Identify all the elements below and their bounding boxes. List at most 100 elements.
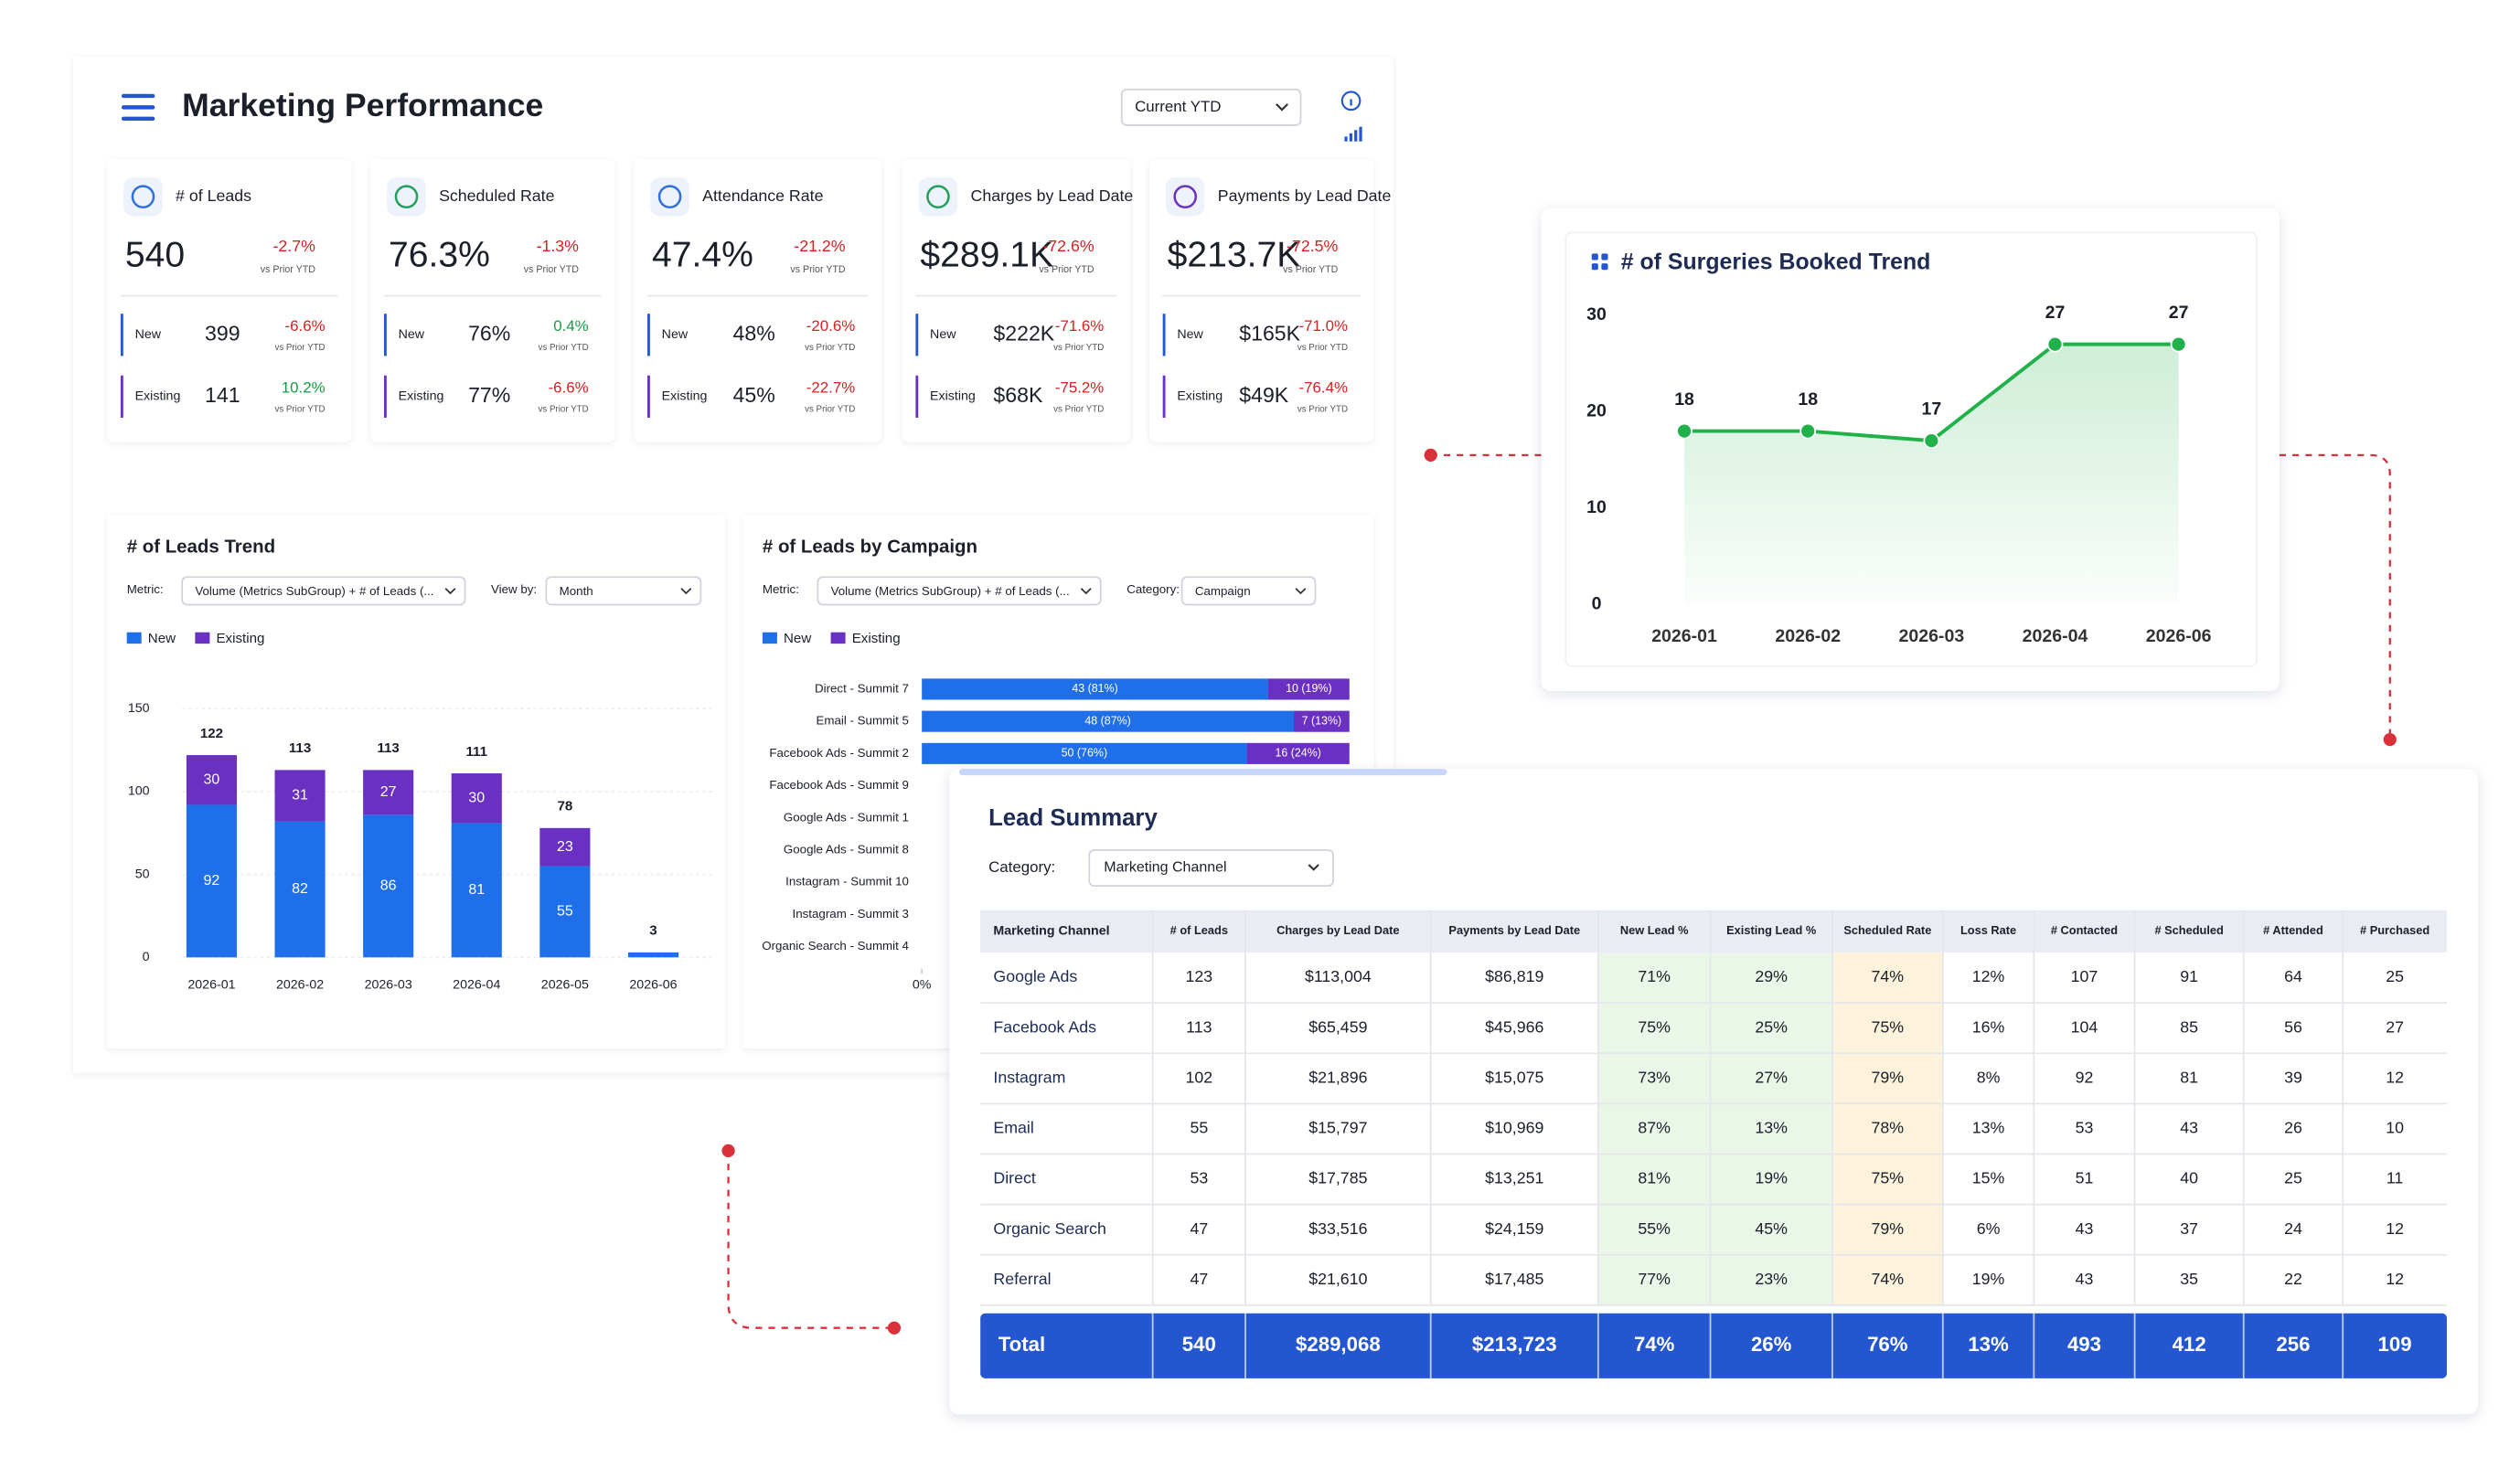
- total-label: 3: [649, 923, 657, 939]
- column-header: # of Leads: [1170, 923, 1228, 937]
- x-tick-label: 2026-02: [1775, 626, 1841, 646]
- control-dropdown[interactable]: [545, 576, 702, 606]
- table-cell: Instagram: [993, 1068, 1065, 1086]
- chart-title: # of Leads Trend: [127, 537, 275, 558]
- y-tick-label: 10: [1586, 497, 1607, 517]
- point: [2046, 335, 2064, 353]
- kpi-note: vs Prior YTD: [1283, 264, 1339, 275]
- area: [1684, 344, 2179, 605]
- table-cell: 29%: [1755, 967, 1788, 985]
- table-cell: 75%: [1872, 1017, 1905, 1036]
- bar-segment: [186, 804, 238, 958]
- table-cell: 81%: [1638, 1169, 1671, 1187]
- table-cell: 75%: [1872, 1169, 1905, 1187]
- table-cell: $17,485: [1485, 1270, 1543, 1288]
- kpi-row-value: $222K: [993, 321, 1054, 345]
- table-cell: 45%: [1755, 1219, 1788, 1238]
- table-cell: 78%: [1872, 1119, 1905, 1137]
- total-cell: 109: [2378, 1333, 2412, 1356]
- kpi-row-note: vs Prior YTD: [538, 405, 588, 415]
- control-dropdown[interactable]: [181, 576, 466, 606]
- table-cell: 13%: [1972, 1119, 2005, 1137]
- table-cell: $24,159: [1485, 1219, 1543, 1238]
- kpi-change: -72.6%: [1042, 237, 1094, 255]
- table-cell: 23%: [1755, 1270, 1788, 1288]
- x-tick-label: 2026-03: [365, 977, 412, 992]
- table-cell: $17,785: [1308, 1169, 1367, 1187]
- segment-label: 43 (81%): [1072, 682, 1117, 695]
- table-cell: $86,819: [1485, 967, 1543, 985]
- y-tick-label: Organic Search - Summit 4: [762, 939, 909, 952]
- chart-icon: [1344, 136, 1348, 142]
- table-cell: 43: [2076, 1270, 2094, 1288]
- table-header-bg: [980, 910, 2447, 952]
- control-value: Campaign: [1195, 584, 1251, 598]
- connector-dot: [2383, 732, 2397, 747]
- total-cell: 412: [2173, 1333, 2206, 1356]
- table-cell: $15,797: [1308, 1119, 1367, 1137]
- filter-dropdown[interactable]: [1088, 849, 1334, 887]
- kpi-row-change: 10.2%: [282, 378, 326, 396]
- y-tick-label: Google Ads - Summit 8: [784, 842, 909, 856]
- connector-dot: [887, 1321, 902, 1335]
- segment-label: 7 (13%): [1302, 714, 1342, 727]
- kpi-note: vs Prior YTD: [524, 264, 580, 275]
- total-label: 111: [465, 744, 487, 760]
- bar-segment: [1294, 710, 1350, 732]
- bar-segment: [363, 814, 414, 958]
- table-cell: Referral: [993, 1270, 1051, 1288]
- segment-label: 16 (24%): [1275, 747, 1320, 760]
- bar-segment: [274, 821, 326, 958]
- y-tick-label: 30: [1586, 304, 1607, 325]
- control-dropdown[interactable]: [817, 576, 1102, 606]
- table-cell: 123: [1185, 967, 1212, 985]
- kpi-row-value: 141: [205, 383, 240, 407]
- total-cell: 74%: [1634, 1333, 1675, 1356]
- kpi-row-note: vs Prior YTD: [805, 405, 855, 415]
- table-cell: Organic Search: [993, 1219, 1105, 1238]
- connector: [2279, 453, 2391, 740]
- total-cell: 540: [1182, 1333, 1216, 1356]
- kpi-icon: [387, 176, 426, 217]
- segment-label: 92: [204, 873, 220, 889]
- kpi-row-label: New: [135, 327, 162, 342]
- column-header: Marketing Channel: [993, 924, 1109, 939]
- column-header: # Scheduled: [2154, 923, 2223, 937]
- table-cell: $65,459: [1308, 1017, 1367, 1036]
- x-tick-label: 2026-05: [541, 977, 589, 992]
- table-cell: $33,516: [1308, 1219, 1367, 1238]
- kpi-row-label: Existing: [930, 389, 976, 404]
- kpi-row-label: Existing: [135, 389, 181, 404]
- column-header: # Contacted: [2051, 923, 2118, 937]
- kpi-row-value: 48%: [733, 321, 775, 345]
- table-cell: 47: [1190, 1270, 1208, 1288]
- table-cell: 92: [2076, 1068, 2094, 1086]
- y-tick-label: 0: [1592, 594, 1602, 614]
- table-cell: 13%: [1755, 1119, 1788, 1137]
- kpi-row-label: New: [662, 327, 689, 342]
- table-cell: 85: [2180, 1017, 2198, 1036]
- table-cell: 35: [2180, 1270, 2198, 1288]
- table-cell: 104: [2071, 1017, 2098, 1036]
- x-tick-label: 2026-03: [1898, 626, 1964, 646]
- table-cell: $113,004: [1305, 967, 1372, 985]
- point: [1923, 432, 1940, 450]
- table-cell: 77%: [1638, 1270, 1671, 1288]
- table-cell: 25: [2284, 1169, 2302, 1187]
- table-cell: Direct: [993, 1169, 1035, 1187]
- table-cell: 12%: [1972, 967, 2005, 985]
- table-cell: 27%: [1755, 1068, 1788, 1086]
- table-cell: 15%: [1972, 1169, 2005, 1187]
- col-highlight: [1831, 952, 1943, 1305]
- period-dropdown[interactable]: [1120, 88, 1302, 126]
- table-cell: 102: [1185, 1068, 1212, 1086]
- data-label: 27: [2169, 303, 2189, 323]
- connector-dot: [1424, 448, 1437, 463]
- table-cell: 25: [2386, 967, 2404, 985]
- control-dropdown[interactable]: [1180, 576, 1317, 606]
- y-tick-label: 150: [128, 701, 150, 716]
- legend-swatch: [762, 632, 777, 644]
- kpi-label: Payments by Lead Date: [1218, 186, 1392, 205]
- kpi-card: [107, 159, 352, 442]
- chevron: [1308, 864, 1319, 871]
